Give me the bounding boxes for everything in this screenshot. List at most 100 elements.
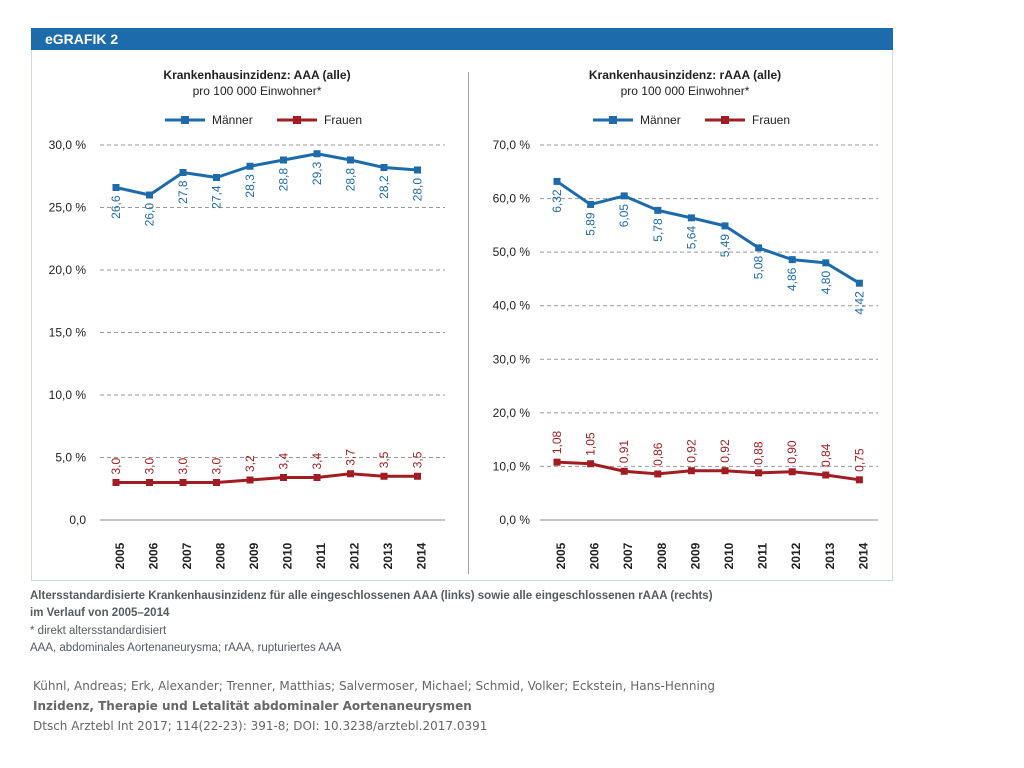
legend-label: Frauen bbox=[752, 113, 790, 127]
data-label-frauen: 0,84 bbox=[819, 443, 833, 467]
data-point-maenner bbox=[380, 164, 388, 171]
data-label-maenner: 28,3 bbox=[243, 174, 257, 198]
data-point-maenner bbox=[213, 174, 220, 181]
x-tick-label: 2009 bbox=[688, 542, 702, 569]
y-tick-label: 30,0 % bbox=[493, 352, 531, 366]
data-label-maenner: 28,0 bbox=[411, 178, 425, 202]
data-point-frauen bbox=[347, 470, 354, 478]
data-label-frauen: 3,2 bbox=[243, 455, 257, 472]
data-label-frauen: 3,0 bbox=[210, 457, 224, 474]
data-label-maenner: 28,8 bbox=[344, 168, 358, 192]
data-label-frauen: 3,7 bbox=[344, 449, 358, 466]
x-tick-label: 2008 bbox=[655, 542, 669, 569]
x-tick-label: 2012 bbox=[789, 542, 803, 569]
data-point-maenner bbox=[347, 156, 354, 164]
x-tick-label: 2007 bbox=[621, 542, 635, 569]
data-label-maenner: 4,80 bbox=[819, 271, 833, 295]
data-point-frauen bbox=[380, 472, 388, 480]
x-tick-label: 2006 bbox=[588, 542, 602, 569]
y-tick-label: 50,0 % bbox=[493, 245, 531, 259]
data-label-frauen: 3,4 bbox=[310, 452, 324, 469]
data-label-frauen: 0,75 bbox=[852, 448, 866, 472]
data-label-frauen: 0,90 bbox=[785, 440, 799, 464]
y-tick-label: 40,0 % bbox=[493, 299, 531, 313]
data-point-frauen bbox=[553, 458, 561, 466]
y-tick-label: 70,0 % bbox=[493, 138, 531, 152]
y-tick-label: 15,0 % bbox=[49, 326, 87, 340]
data-point-frauen bbox=[179, 479, 187, 486]
data-label-frauen: 3,0 bbox=[143, 457, 157, 474]
data-label-maenner: 6,32 bbox=[550, 189, 564, 213]
data-point-maenner bbox=[587, 200, 595, 208]
caption-line-2: im Verlauf von 2005–2014 bbox=[30, 607, 170, 619]
data-point-frauen bbox=[721, 467, 729, 475]
legend-label: Männer bbox=[640, 113, 681, 127]
data-label-maenner: 5,08 bbox=[752, 256, 766, 280]
data-point-maenner bbox=[553, 177, 561, 185]
caption-line-1: Altersstandardisierte Krankenhausinziden… bbox=[30, 590, 713, 602]
data-label-frauen: 0,88 bbox=[752, 441, 766, 465]
data-label-frauen: 3,5 bbox=[411, 451, 425, 468]
legend-swatch-marker bbox=[721, 116, 729, 124]
data-point-maenner bbox=[822, 259, 830, 267]
data-point-frauen bbox=[246, 476, 254, 484]
y-tick-label: 0,0 bbox=[69, 513, 86, 527]
data-point-frauen bbox=[146, 479, 153, 486]
data-label-maenner: 26,0 bbox=[143, 203, 157, 227]
citation-authors: Kühnl, Andreas; Erk, Alexander; Trenner,… bbox=[33, 679, 716, 693]
data-point-maenner bbox=[755, 244, 763, 252]
x-tick-label: 2013 bbox=[381, 542, 395, 569]
caption-footnote: * direkt altersstandardisiert bbox=[30, 625, 167, 637]
data-point-maenner bbox=[620, 192, 628, 200]
data-label-frauen: 3,5 bbox=[377, 451, 391, 468]
y-tick-label: 20,0 % bbox=[493, 406, 531, 420]
x-tick-label: 2005 bbox=[554, 542, 568, 569]
chart-title: Krankenhausinzidenz: rAAA (alle) bbox=[589, 68, 781, 82]
data-point-frauen bbox=[755, 469, 763, 477]
legend-swatch-marker bbox=[609, 116, 617, 124]
data-label-maenner: 27,4 bbox=[210, 185, 224, 209]
data-point-frauen bbox=[822, 471, 830, 479]
legend-swatch-marker bbox=[293, 116, 301, 124]
legend-label: Frauen bbox=[324, 113, 362, 127]
series-line-maenner bbox=[115, 152, 418, 197]
y-tick-label: 5,0 % bbox=[55, 451, 86, 465]
data-point-maenner bbox=[414, 166, 421, 174]
data-point-frauen bbox=[687, 467, 695, 475]
data-point-frauen bbox=[620, 467, 628, 475]
data-label-frauen: 3,4 bbox=[277, 452, 291, 469]
data-point-frauen bbox=[788, 468, 796, 476]
data-point-maenner bbox=[313, 150, 321, 158]
x-tick-label: 2008 bbox=[214, 542, 228, 569]
data-label-maenner: 4,42 bbox=[852, 291, 866, 315]
series-line-maenner bbox=[556, 180, 861, 285]
data-point-maenner bbox=[179, 169, 187, 176]
data-point-frauen bbox=[213, 479, 220, 486]
data-point-frauen bbox=[280, 474, 287, 481]
data-label-frauen: 1,05 bbox=[584, 432, 598, 456]
data-label-maenner: 28,2 bbox=[377, 175, 391, 199]
data-point-maenner bbox=[112, 184, 120, 191]
data-point-frauen bbox=[654, 470, 662, 478]
data-point-maenner bbox=[721, 222, 729, 230]
figure-header-bar bbox=[31, 28, 893, 50]
legend-label: Männer bbox=[212, 113, 253, 127]
y-tick-label: 20,0 % bbox=[49, 263, 87, 277]
x-tick-label: 2007 bbox=[180, 542, 194, 569]
data-label-maenner: 26,6 bbox=[109, 195, 123, 219]
data-label-maenner: 5,89 bbox=[584, 212, 598, 236]
panel-divider bbox=[468, 72, 469, 574]
data-point-frauen bbox=[587, 460, 595, 468]
y-tick-label: 60,0 % bbox=[493, 192, 531, 206]
figure-title: eGRAFIK 2 bbox=[45, 31, 119, 47]
data-point-maenner bbox=[687, 214, 695, 222]
y-tick-label: 0,0 % bbox=[499, 513, 530, 527]
citation-source: Dtsch Arztebl Int 2017; 114(22-23): 391-… bbox=[33, 719, 488, 733]
data-point-frauen bbox=[313, 474, 321, 481]
chart-subtitle: pro 100 000 Einwohner* bbox=[193, 84, 322, 98]
data-label-maenner: 6,05 bbox=[617, 204, 631, 228]
data-label-maenner: 5,49 bbox=[718, 234, 732, 258]
x-tick-label: 2014 bbox=[415, 542, 429, 569]
data-label-maenner: 4,86 bbox=[785, 267, 799, 291]
